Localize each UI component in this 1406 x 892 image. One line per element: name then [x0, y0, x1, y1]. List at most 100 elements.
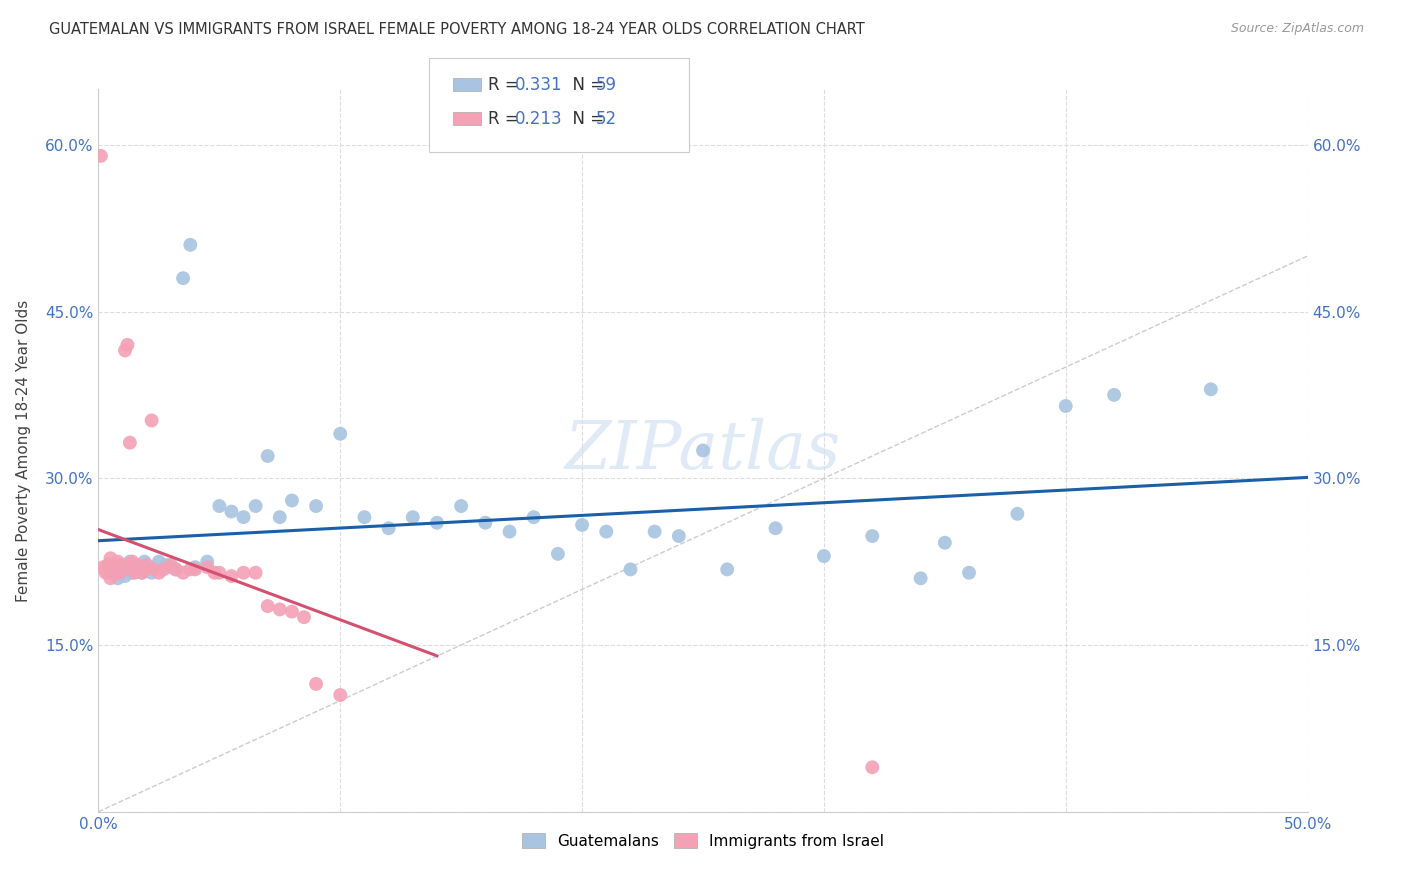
Point [152, 562, 174, 576]
Point [281, 605, 304, 619]
Text: GUATEMALAN VS IMMIGRANTS FROM ISRAEL FEMALE POVERTY AMONG 18-24 YEAR OLDS CORREL: GUATEMALAN VS IMMIGRANTS FROM ISRAEL FEM… [49, 22, 865, 37]
Point [131, 566, 153, 580]
Point [143, 562, 166, 576]
Point [127, 560, 149, 574]
Text: N =: N = [562, 110, 610, 128]
Point [124, 566, 146, 580]
Text: 52: 52 [596, 110, 617, 128]
Point [329, 426, 352, 441]
Point [172, 271, 194, 285]
Point [148, 555, 170, 569]
Point [101, 562, 124, 576]
Point [184, 560, 207, 574]
Point [121, 566, 143, 580]
Point [204, 566, 226, 580]
Point [195, 560, 218, 574]
Point [329, 688, 352, 702]
Text: R =: R = [488, 76, 524, 94]
Point [100, 571, 122, 585]
Point [292, 610, 315, 624]
Point [860, 760, 883, 774]
Point [450, 499, 472, 513]
Point [108, 566, 131, 580]
Point [124, 562, 146, 576]
Point [108, 560, 131, 574]
Point [94, 566, 117, 580]
Point [91, 560, 114, 574]
Point [256, 449, 278, 463]
Point [957, 566, 980, 580]
Point [910, 571, 932, 585]
Point [281, 493, 304, 508]
Point [619, 562, 641, 576]
Point [221, 569, 243, 583]
Point [97, 566, 120, 580]
Text: 59: 59 [596, 76, 617, 94]
Point [377, 521, 399, 535]
Point [128, 562, 150, 576]
Point [111, 562, 134, 576]
Point [108, 558, 131, 572]
Point [127, 558, 149, 572]
Point [547, 547, 569, 561]
Point [101, 566, 124, 580]
Point [595, 524, 617, 539]
Point [101, 566, 124, 580]
Point [100, 560, 122, 574]
Point [135, 560, 157, 574]
Point [117, 560, 139, 574]
Point [90, 149, 112, 163]
Point [269, 602, 291, 616]
Point [114, 343, 136, 358]
Point [165, 562, 187, 576]
Point [111, 558, 134, 572]
Point [104, 562, 127, 576]
Point [124, 562, 146, 576]
Text: 0.213: 0.213 [515, 110, 562, 128]
Point [1199, 382, 1222, 396]
Point [195, 555, 218, 569]
Point [141, 566, 163, 580]
Point [934, 535, 956, 549]
Point [111, 562, 134, 576]
Point [155, 558, 177, 572]
Point [104, 558, 127, 572]
Point [134, 562, 156, 576]
Text: 0.331: 0.331 [515, 76, 562, 94]
Point [208, 566, 231, 580]
Point [498, 524, 520, 539]
Point [305, 677, 328, 691]
Point [100, 551, 122, 566]
Text: N =: N = [562, 76, 610, 94]
Point [131, 566, 153, 580]
Point [184, 562, 207, 576]
Point [94, 562, 117, 576]
Point [232, 566, 254, 580]
Point [107, 555, 129, 569]
Point [160, 560, 183, 574]
Point [245, 566, 267, 580]
Point [221, 505, 243, 519]
Point [245, 499, 267, 513]
Point [668, 529, 690, 543]
Point [353, 510, 375, 524]
Point [860, 529, 883, 543]
Point [160, 558, 183, 572]
Point [644, 524, 666, 539]
Point [134, 555, 156, 569]
Point [692, 443, 714, 458]
Point [523, 510, 546, 524]
Point [117, 338, 139, 352]
Point [305, 499, 328, 513]
Point [426, 516, 449, 530]
Text: Source: ZipAtlas.com: Source: ZipAtlas.com [1230, 22, 1364, 36]
Point [114, 569, 136, 583]
Point [107, 566, 129, 580]
Text: ZIPatlas: ZIPatlas [565, 417, 841, 483]
Point [165, 562, 187, 576]
Legend: Guatemalans, Immigrants from Israel: Guatemalans, Immigrants from Israel [516, 827, 890, 855]
Point [208, 499, 231, 513]
Point [1054, 399, 1077, 413]
Point [121, 555, 143, 569]
Point [179, 562, 201, 576]
